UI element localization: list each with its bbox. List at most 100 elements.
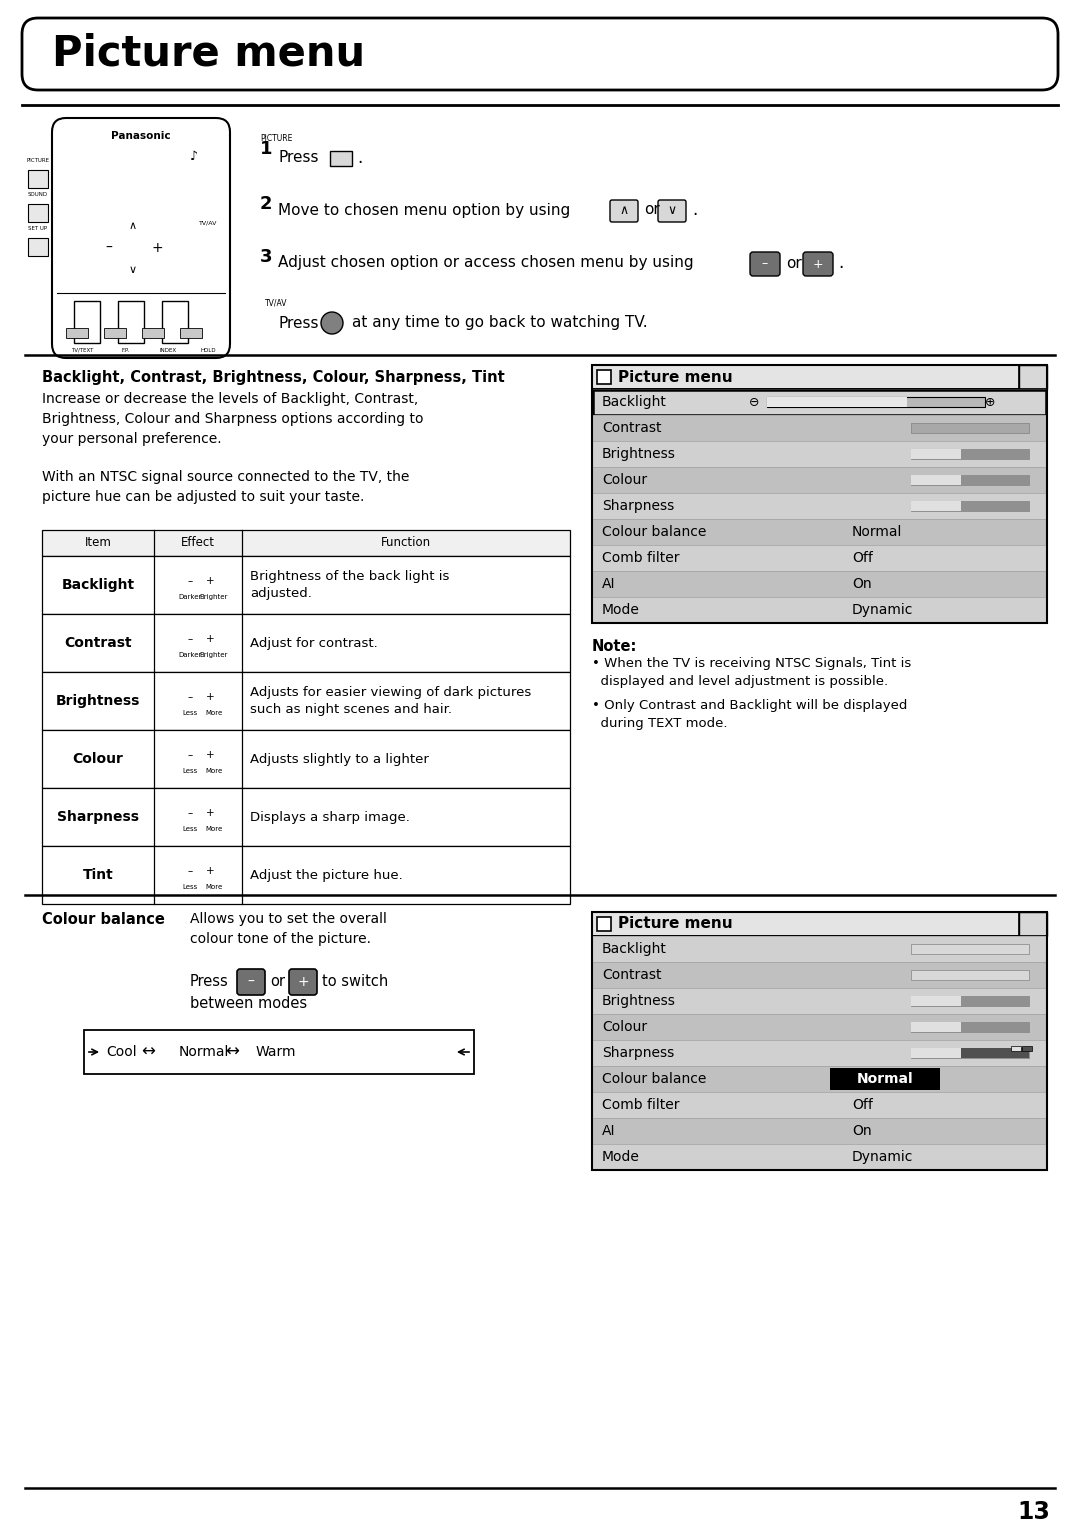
Text: 2: 2	[260, 196, 272, 212]
Text: More: More	[205, 885, 222, 889]
Text: Picture menu: Picture menu	[618, 370, 732, 385]
Text: +: +	[205, 576, 214, 587]
FancyBboxPatch shape	[610, 200, 638, 222]
Text: Colour balance: Colour balance	[602, 1073, 706, 1086]
Text: Less: Less	[183, 711, 198, 717]
Bar	[593, 1118, 1047, 1144]
Text: Darker: Darker	[178, 594, 202, 601]
Bar	[104, 329, 126, 338]
Bar	[593, 989, 1047, 1015]
Text: Off: Off	[852, 1099, 873, 1112]
Text: Comb filter: Comb filter	[602, 1099, 679, 1112]
Bar	[912, 449, 961, 458]
Text: –: –	[187, 576, 192, 587]
Text: PICTURE: PICTURE	[27, 157, 50, 162]
Text: Brighter: Brighter	[200, 652, 228, 659]
Text: More: More	[205, 711, 222, 717]
Text: On: On	[852, 1125, 872, 1138]
Bar	[593, 571, 1047, 597]
Polygon shape	[183, 863, 198, 879]
Text: SET UP: SET UP	[28, 226, 48, 231]
Bar	[118, 301, 144, 342]
Text: Less: Less	[183, 827, 198, 833]
Text: Warm: Warm	[256, 1045, 297, 1059]
Circle shape	[119, 234, 147, 261]
Bar	[961, 1022, 1029, 1031]
Text: Picture menu: Picture menu	[618, 917, 732, 932]
Text: .: .	[838, 254, 843, 272]
Text: Adjusts for easier viewing of dark pictures
such as night scenes and hair.: Adjusts for easier viewing of dark pictu…	[249, 686, 531, 717]
Bar	[84, 1030, 474, 1074]
Text: Sharpness: Sharpness	[602, 1047, 674, 1060]
Circle shape	[197, 225, 219, 248]
Text: Mode: Mode	[602, 604, 639, 617]
Text: Colour: Colour	[72, 752, 123, 766]
Text: 13: 13	[1017, 1500, 1050, 1523]
Bar	[597, 370, 611, 384]
Bar	[592, 937, 1047, 1170]
Text: Normal: Normal	[852, 526, 903, 539]
Bar	[28, 238, 48, 257]
Text: ∨: ∨	[129, 264, 137, 275]
Bar	[593, 416, 1047, 442]
Bar	[28, 205, 48, 222]
Bar	[597, 917, 611, 931]
Bar	[767, 397, 985, 406]
Bar	[961, 996, 1029, 1005]
Text: Press: Press	[190, 975, 229, 990]
Text: Brightness of the back light is
adjusted.: Brightness of the back light is adjusted…	[249, 570, 449, 601]
Bar	[912, 996, 961, 1005]
Text: Dynamic: Dynamic	[852, 604, 914, 617]
Text: at any time to go back to watching TV.: at any time to go back to watching TV.	[352, 315, 648, 330]
Text: .: .	[357, 150, 362, 167]
Bar	[593, 545, 1047, 571]
Bar	[593, 937, 1047, 963]
Text: Backlight: Backlight	[602, 941, 666, 957]
Polygon shape	[202, 575, 218, 588]
Text: –: –	[761, 258, 768, 270]
Bar	[961, 475, 1029, 484]
Text: Press: Press	[278, 150, 319, 165]
Bar	[912, 996, 1029, 1005]
Text: Adjust for contrast.: Adjust for contrast.	[249, 637, 378, 649]
Bar	[42, 730, 570, 788]
Text: Press: Press	[278, 315, 319, 330]
Text: +: +	[812, 258, 823, 270]
Bar	[961, 1048, 1029, 1057]
Text: –: –	[187, 750, 192, 759]
Text: Adjusts slightly to a lighter: Adjusts slightly to a lighter	[249, 752, 429, 766]
Bar	[593, 442, 1047, 468]
Text: ∧: ∧	[620, 205, 629, 217]
Text: Backlight: Backlight	[602, 396, 666, 410]
Bar	[912, 970, 1029, 979]
Text: Less: Less	[183, 885, 198, 889]
Bar	[1022, 1047, 1032, 1051]
Bar	[66, 329, 87, 338]
Text: Move to chosen menu option by using: Move to chosen menu option by using	[278, 203, 570, 217]
Bar	[42, 788, 570, 847]
Bar	[42, 556, 570, 614]
Text: Picture menu: Picture menu	[52, 34, 365, 75]
Text: +: +	[205, 866, 214, 876]
Text: AI: AI	[602, 578, 616, 591]
Text: Increase or decrease the levels of Backlight, Contrast,
Brightness, Colour and S: Increase or decrease the levels of Backl…	[42, 393, 423, 446]
Text: ⊖: ⊖	[748, 396, 759, 408]
Text: Backlight: Backlight	[62, 578, 135, 591]
Bar	[593, 1067, 1047, 1093]
Polygon shape	[202, 863, 218, 879]
Text: +: +	[205, 634, 214, 643]
Text: 1: 1	[260, 141, 272, 157]
Bar	[593, 390, 1047, 416]
Bar	[831, 1068, 940, 1089]
Bar	[767, 397, 907, 406]
Bar	[42, 847, 570, 905]
Text: Adjust chosen option or access chosen menu by using: Adjust chosen option or access chosen me…	[278, 255, 693, 270]
Text: .: .	[692, 202, 698, 219]
Text: Adjust the picture hue.: Adjust the picture hue.	[249, 868, 403, 882]
Bar	[912, 1048, 1029, 1057]
Bar	[592, 912, 1047, 1170]
Text: • Only Contrast and Backlight will be displayed
  during TEXT mode.: • Only Contrast and Backlight will be di…	[592, 698, 907, 729]
Text: Backlight, Contrast, Brightness, Colour, Sharpness, Tint: Backlight, Contrast, Brightness, Colour,…	[42, 370, 504, 385]
Bar	[912, 944, 1029, 953]
Text: Contrast: Contrast	[602, 422, 661, 435]
